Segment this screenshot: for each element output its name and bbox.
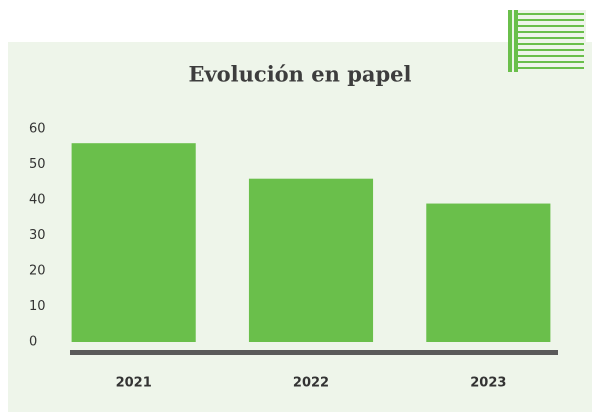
y-tick-label: 0 [29,335,37,350]
x-tick-label: 2023 [470,376,506,391]
bar [248,178,374,342]
x-tick-label: 2021 [116,376,152,391]
bar [426,203,551,342]
chart-title: Evolución en papel [188,62,411,87]
y-tick-label: 40 [29,193,46,208]
y-tick-label: 10 [29,299,46,314]
y-tick-label: 20 [29,264,46,279]
x-axis-line [70,350,558,355]
y-tick-label: 30 [29,228,46,243]
x-tick-label: 2022 [293,376,329,391]
bar [71,143,196,342]
notebook-icon [508,10,586,72]
y-tick-label: 60 [29,122,46,137]
y-tick-label: 50 [29,157,46,172]
